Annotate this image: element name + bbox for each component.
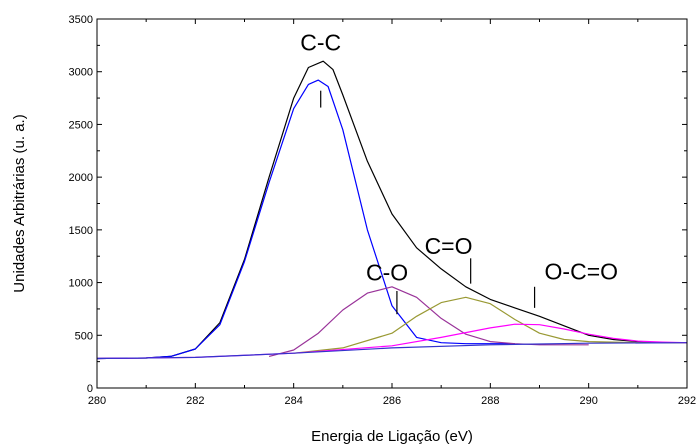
series-layer	[96, 60, 688, 360]
x-tick-label: 288	[481, 395, 499, 407]
annotation-layer: C-C C-O C=O O-C=O	[300, 30, 618, 315]
x-tick-label: 292	[678, 395, 696, 407]
y-tick-label: 500	[75, 330, 93, 342]
y-tick-label: 3000	[69, 67, 93, 79]
x-tick-label: 282	[186, 395, 204, 407]
series-line-4	[293, 296, 687, 354]
x-tick-label: 290	[579, 395, 597, 407]
y-tick-label: 1500	[69, 225, 93, 237]
series-line-3	[268, 286, 589, 357]
y-tick-label: 3500	[69, 14, 93, 26]
peak-label: C=O	[425, 233, 473, 259]
x-tick-label: 280	[88, 395, 106, 407]
y-tick-label: 1000	[69, 278, 93, 290]
x-axis-title: Energia de Ligação (eV)	[311, 428, 473, 445]
peak-label: O-C=O	[545, 258, 618, 284]
ticks-layer: 280 282 284 286 288 290 292 0 500 1000 1500 2000 250…	[69, 14, 697, 407]
peak-label: C-O	[366, 259, 408, 285]
x-tick-label: 286	[383, 395, 401, 407]
series-line-2	[96, 79, 515, 360]
y-tick-label: 2500	[69, 119, 93, 131]
peak-label: C-C	[300, 30, 341, 56]
y-tick-label: 2000	[69, 172, 93, 184]
series-line-1	[96, 60, 687, 360]
y-axis-title: Unidades Arbitrárias (u. a.)	[11, 114, 28, 292]
x-tick-label: 284	[284, 395, 302, 407]
y-tick-label: 0	[87, 383, 93, 395]
series-line-6	[96, 342, 688, 360]
